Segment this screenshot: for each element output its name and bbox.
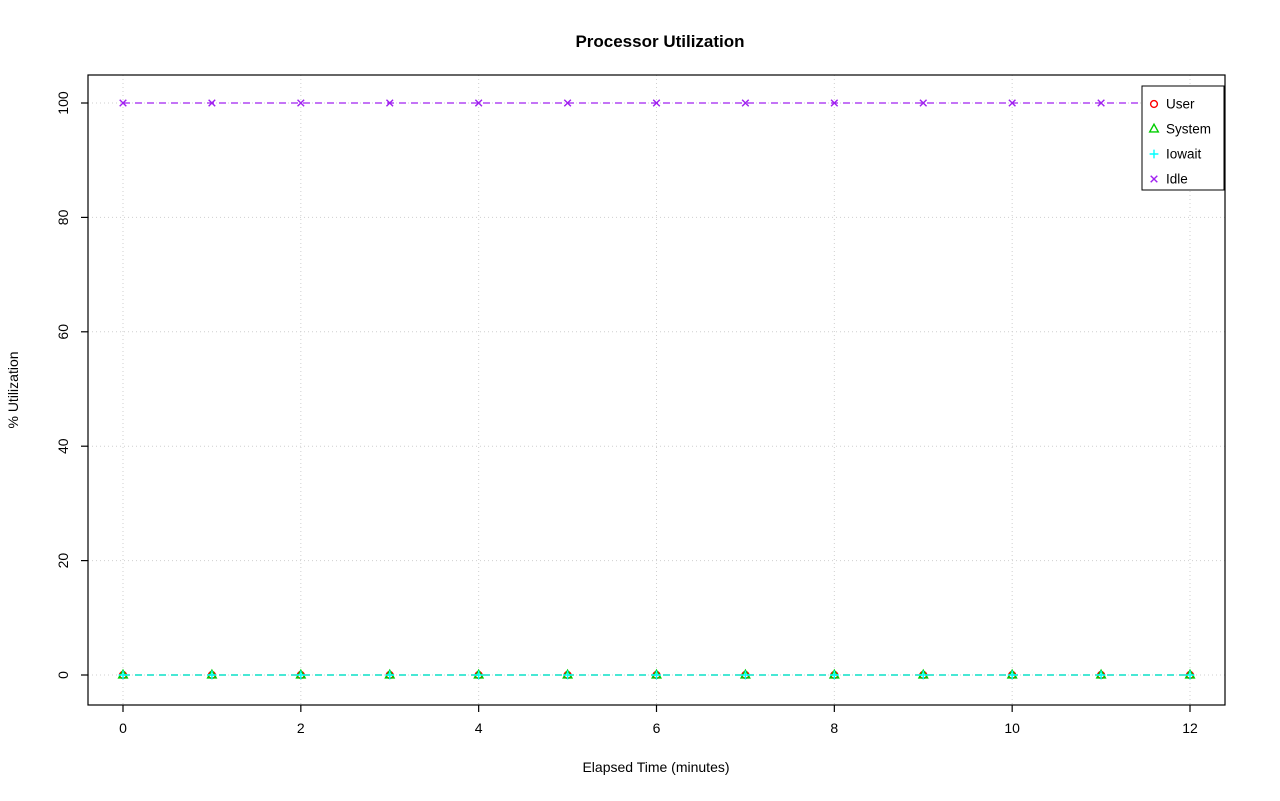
series-iowait-marker (474, 670, 484, 680)
series-iowait-marker (1185, 670, 1195, 680)
x-tick-label: 10 (1004, 720, 1020, 736)
series-idle-marker (1097, 99, 1105, 107)
axes: 0 2 4 6 8 10 12 0 20 40 60 80 100 (55, 74, 1226, 736)
legend-marker-idle (1150, 175, 1158, 183)
legend-marker-user (1149, 99, 1159, 109)
series-idle-marker (741, 99, 750, 107)
series-iowait-marker (1096, 670, 1106, 680)
x-tick-label: 4 (475, 720, 483, 736)
y-tick-label: 60 (55, 324, 71, 340)
series-idle-marker (652, 99, 661, 107)
y-tick-label: 40 (55, 438, 71, 454)
series-idle-marker (208, 99, 216, 107)
series-iowait-marker (296, 670, 306, 680)
series-idle-marker (119, 99, 127, 107)
series-idle-marker (919, 99, 928, 107)
data-series (117, 99, 1196, 680)
chart-title: Processor Utilization (575, 32, 744, 51)
series-iowait-marker (207, 670, 217, 680)
legend-marker-system (1148, 122, 1160, 133)
legend-marker-iowait (1149, 149, 1159, 159)
y-tick-label: 80 (55, 209, 71, 225)
series-iowait-marker (118, 670, 128, 680)
grid-lines (88, 75, 1225, 705)
x-axis-label: Elapsed Time (minutes) (582, 759, 729, 775)
legend-label-user: User (1166, 97, 1195, 112)
x-tick-label: 0 (119, 720, 127, 736)
series-iowait-marker (1007, 670, 1017, 680)
series-idle-marker (297, 99, 305, 107)
series-idle-marker (474, 99, 483, 107)
series-iowait-marker (385, 670, 395, 680)
series-iowait-marker (652, 670, 661, 680)
x-tick-label: 6 (653, 720, 661, 736)
y-axis-label: % Utilization (5, 351, 21, 428)
series-idle-marker (563, 99, 572, 107)
x-tick-label: 12 (1182, 720, 1198, 736)
series-iowait-marker (918, 670, 928, 680)
legend-label-idle: Idle (1166, 172, 1188, 187)
series-idle-marker (385, 99, 394, 107)
legend-box (1141, 85, 1225, 191)
series-idle-marker (830, 99, 839, 107)
series-iowait-marker (563, 670, 572, 680)
series-idle-marker (1008, 99, 1016, 107)
legend-label-system: System (1166, 122, 1211, 137)
x-tick-label: 8 (830, 720, 838, 736)
y-tick-label: 20 (55, 553, 71, 569)
y-tick-label: 100 (55, 91, 71, 115)
plot-border (87, 74, 1226, 706)
y-tick-label: 0 (55, 671, 71, 679)
series-iowait-marker (829, 670, 839, 680)
legend: User System Iowait Idle (1141, 85, 1225, 191)
legend-label-iowait: Iowait (1166, 147, 1202, 162)
x-tick-label: 2 (297, 720, 305, 736)
series-iowait-marker (741, 670, 750, 680)
